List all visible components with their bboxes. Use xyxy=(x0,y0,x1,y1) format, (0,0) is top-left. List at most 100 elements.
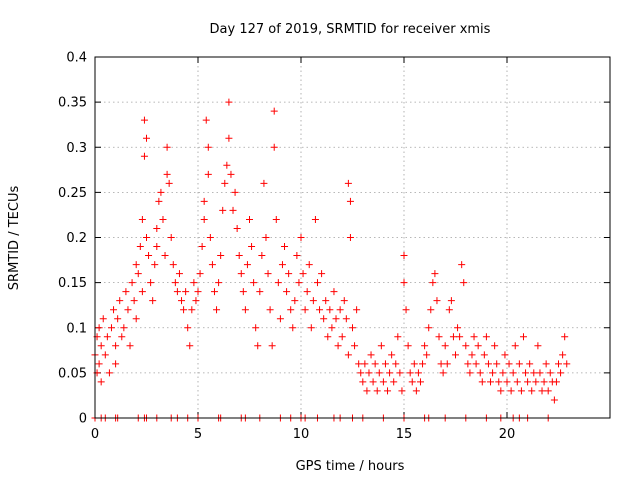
y-tick-label: 0.3 xyxy=(66,141,87,156)
data-points xyxy=(91,98,571,422)
data-point xyxy=(390,378,398,386)
data-point xyxy=(466,369,474,377)
data-point xyxy=(95,324,103,332)
data-point xyxy=(126,342,134,350)
data-point xyxy=(351,342,359,350)
data-point xyxy=(138,215,146,223)
data-point xyxy=(513,378,521,386)
data-point xyxy=(128,279,136,287)
data-point xyxy=(474,342,482,350)
data-point xyxy=(270,143,278,151)
data-point xyxy=(147,279,155,287)
x-tick-label: 10 xyxy=(293,427,310,442)
data-point xyxy=(538,387,546,395)
data-point xyxy=(264,270,272,278)
data-point xyxy=(97,342,105,350)
data-point xyxy=(414,369,422,377)
data-point xyxy=(159,215,167,223)
data-point xyxy=(423,351,431,359)
data-point xyxy=(544,387,552,395)
data-point xyxy=(557,369,565,377)
y-tick-label: 0.15 xyxy=(58,276,87,291)
data-point xyxy=(173,288,181,296)
data-point xyxy=(180,306,188,314)
data-point xyxy=(283,288,291,296)
data-point xyxy=(482,333,490,341)
data-point xyxy=(268,342,276,350)
data-point xyxy=(503,378,511,386)
y-axis-label: SRMTID / TECUs xyxy=(7,186,22,291)
data-point xyxy=(171,279,179,287)
data-point xyxy=(359,378,367,386)
data-point xyxy=(309,297,317,305)
chart-title: Day 127 of 2019, SRMTID for receiver xmi… xyxy=(210,22,491,37)
plot-frame xyxy=(94,56,611,419)
data-point xyxy=(505,360,513,368)
data-point xyxy=(157,188,165,196)
data-point xyxy=(252,324,260,332)
data-point xyxy=(536,369,544,377)
data-point xyxy=(134,270,142,278)
data-point xyxy=(476,369,484,377)
data-point xyxy=(555,360,562,368)
data-point xyxy=(163,170,171,178)
data-point xyxy=(400,279,408,287)
data-point xyxy=(281,243,289,251)
data-point xyxy=(194,288,202,296)
data-point xyxy=(204,170,212,178)
data-point xyxy=(349,324,356,332)
data-point xyxy=(206,234,214,241)
data-point xyxy=(480,351,488,359)
data-point xyxy=(210,288,218,296)
data-point xyxy=(149,297,157,305)
data-point xyxy=(472,360,480,368)
data-point xyxy=(227,170,235,178)
data-point xyxy=(404,342,412,350)
data-point xyxy=(338,333,346,341)
data-point xyxy=(196,270,204,278)
tick-labels: 0 0.05 0.1 0.15 0.2 0.25 0.3 0.35 0.4 0 5 10 15 20 xyxy=(58,51,515,443)
data-point xyxy=(143,134,150,142)
data-point xyxy=(112,342,120,350)
data-point xyxy=(495,378,503,386)
data-point xyxy=(454,324,462,332)
data-point xyxy=(563,360,571,368)
data-point xyxy=(99,315,107,323)
data-point xyxy=(254,342,262,350)
data-point xyxy=(200,197,208,205)
data-point xyxy=(246,215,253,223)
data-point xyxy=(412,387,420,395)
data-point xyxy=(371,360,379,368)
y-tick-label: 0.35 xyxy=(58,96,87,111)
data-point xyxy=(487,378,495,386)
data-point xyxy=(334,342,342,350)
data-point xyxy=(97,378,105,386)
data-point xyxy=(330,288,338,296)
data-point xyxy=(561,333,569,341)
data-point xyxy=(145,252,153,260)
data-point xyxy=(95,360,103,368)
data-point xyxy=(198,243,206,251)
data-point xyxy=(373,387,381,395)
data-point xyxy=(375,369,383,377)
data-point xyxy=(103,333,111,341)
data-point xyxy=(307,324,315,332)
data-point xyxy=(388,351,396,359)
data-point xyxy=(435,333,443,341)
data-point xyxy=(305,261,313,269)
data-point xyxy=(213,306,221,314)
data-point xyxy=(208,261,216,269)
data-point xyxy=(507,387,515,395)
data-point xyxy=(433,297,441,305)
data-point xyxy=(542,360,550,368)
data-point xyxy=(336,306,344,314)
data-point xyxy=(460,279,468,287)
data-point xyxy=(153,224,161,232)
data-point xyxy=(522,369,530,377)
data-point xyxy=(233,224,241,232)
data-point xyxy=(499,369,507,377)
data-point xyxy=(239,288,247,296)
data-point xyxy=(511,342,519,350)
data-point xyxy=(200,215,208,223)
